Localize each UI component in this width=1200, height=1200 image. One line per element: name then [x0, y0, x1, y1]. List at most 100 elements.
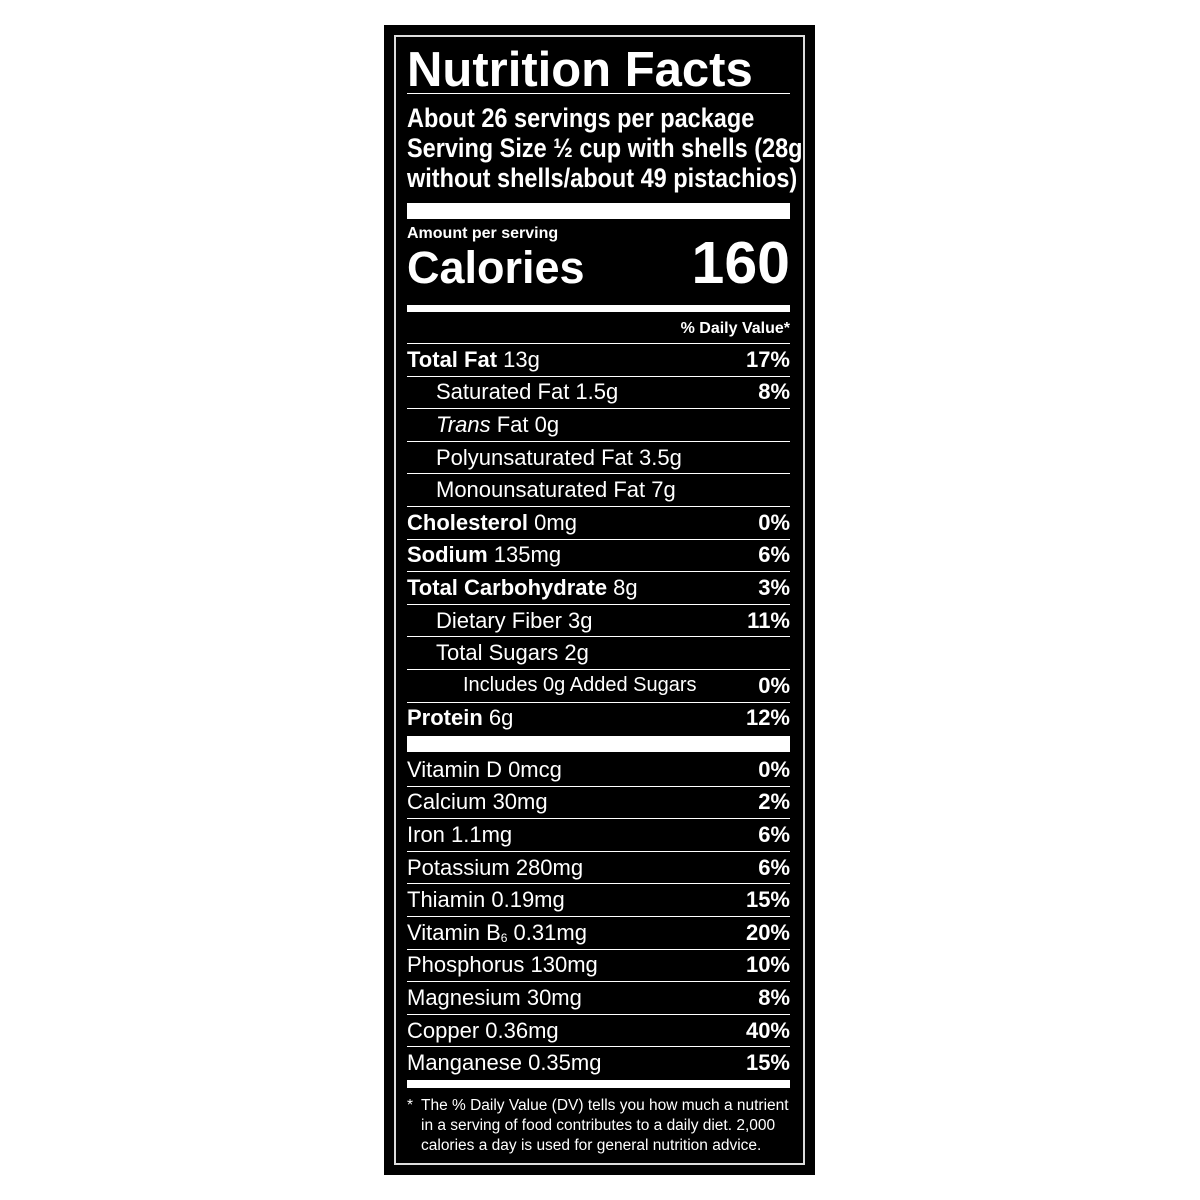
daily-value: 3% — [758, 574, 790, 600]
vitamin-name: Calcium 30mg — [407, 789, 548, 815]
nutrient-label: Total Carbohydrate 8g — [407, 575, 638, 601]
vitamin-row: Calcium 30mg 2% — [407, 785, 790, 819]
nutrient-label: Trans Fat 0g — [407, 412, 559, 438]
thick-divider — [407, 203, 790, 219]
daily-value: 20% — [745, 919, 790, 945]
medium-divider — [407, 305, 790, 312]
nutrient-amount: Total Sugars 2g — [436, 640, 589, 666]
nutrient-row: Total Carbohydrate 8g 3% — [407, 571, 790, 604]
nutrient-amount: 8g — [607, 574, 638, 600]
vitamin-label: Calcium 30mg — [407, 789, 548, 815]
daily-value: 0% — [758, 756, 790, 782]
nutrient-label: Monounsaturated Fat 7g — [407, 477, 676, 503]
amount-per-serving: Amount per serving — [407, 225, 559, 242]
daily-value: 0% — [758, 509, 790, 535]
daily-value: 0% — [758, 672, 790, 698]
nutrient-amount: Dietary Fiber 3g — [436, 607, 593, 633]
vitamin-label: Manganese 0.35mg — [407, 1050, 601, 1076]
vitamin-row: Vitamin D 0mcg 0% — [407, 754, 790, 786]
daily-value: 40% — [745, 1017, 790, 1043]
vitamin-amount: 0.31mg — [507, 919, 587, 945]
nutrient-row: Total Sugars 2g — [407, 636, 790, 669]
vitamin-name: Copper 0.36mg — [407, 1017, 559, 1043]
nutrient-name: Protein — [407, 705, 483, 731]
vitamin-name: Iron 1.1mg — [407, 821, 513, 847]
nutrient-row: Monounsaturated Fat 7g — [407, 473, 790, 506]
daily-value: 10% — [745, 952, 790, 978]
nutrient-label: Total Fat 13g — [407, 347, 540, 373]
vitamin-row: Vitamin B6 0.31mg 20% — [407, 915, 790, 949]
nutrient-amount: 6g — [482, 705, 514, 731]
nutrient-row: Polyunsaturated Fat 3.5g — [407, 440, 790, 474]
nutrient-row: Total Fat 13g 17% — [407, 343, 790, 376]
vitamin-row: Copper 0.36mg 40% — [407, 1013, 790, 1047]
nutrient-label: Includes 0g Added Sugars — [407, 674, 697, 697]
vitamin-row: Phosphorus 130mg 10% — [407, 948, 790, 982]
vitamin-row: Magnesium 30mg 8% — [407, 981, 790, 1014]
vitamin-name: Magnesium 30mg — [407, 984, 582, 1010]
nutrient-name: Sodium — [407, 542, 488, 568]
daily-value: 12% — [745, 705, 790, 731]
vitamin-name: Vitamin B — [407, 919, 501, 945]
vitamin-name: Manganese 0.35mg — [407, 1050, 602, 1076]
nutrient-row: Dietary Fiber 3g 11% — [407, 603, 790, 637]
nutrient-row: Sodium 135mg 6% — [407, 538, 790, 572]
footnote-text: The % Daily Value (DV) tells you how muc… — [421, 1097, 789, 1154]
vitamin-label: Vitamin B6 0.31mg — [407, 920, 587, 946]
medium-divider — [407, 1080, 790, 1088]
nutrient-name: Total Carbohydrate — [407, 574, 608, 600]
daily-value: 2% — [758, 789, 790, 815]
label-border — [394, 35, 805, 1165]
calories-value: 160 — [691, 230, 790, 296]
nutrient-row: Saturated Fat 1.5g 8% — [407, 375, 790, 409]
footnote-marker: * — [407, 1097, 414, 1114]
vitamin-row: Thiamin 0.19mg 15% — [407, 883, 790, 916]
calories-label: Calories — [407, 242, 585, 293]
thick-divider — [407, 736, 790, 752]
nutrient-amount: 135mg — [487, 542, 562, 568]
nutrient-name-italic: Trans — [436, 411, 491, 437]
daily-value: 17% — [745, 346, 790, 372]
nutrient-amount: Polyunsaturated Fat 3.5g — [436, 444, 682, 470]
nutrient-row: Cholesterol 0mg 0% — [407, 505, 790, 539]
vitamin-subscript: 6 — [500, 930, 508, 945]
vitamin-label: Phosphorus 130mg — [407, 952, 598, 978]
vitamin-name: Potassium 280mg — [407, 854, 584, 880]
nutrient-amount: Monounsaturated Fat 7g — [436, 477, 676, 503]
vitamin-name: Thiamin 0.19mg — [407, 887, 565, 913]
nutrient-row: Includes 0g Added Sugars 0% — [407, 668, 790, 702]
vitamin-label: Iron 1.1mg — [407, 822, 512, 848]
nutrient-amount: Saturated Fat 1.5g — [436, 379, 619, 405]
daily-value: 15% — [745, 1050, 790, 1076]
serving-size-cont: without shells/about 49 pistachios) — [407, 163, 798, 193]
nutrient-name: Cholesterol — [407, 509, 529, 535]
nutrient-label: Sodium 135mg — [407, 542, 561, 568]
nutrient-label: Total Sugars 2g — [407, 640, 589, 666]
serving-size: Serving Size ½ cup with shells (28g — [407, 133, 803, 163]
daily-value: 8% — [758, 984, 790, 1010]
nutrient-list: Total Fat 13g 17% Saturated Fat 1.5g 8% Tran… — [407, 343, 790, 734]
vitamin-label: Vitamin D 0mcg — [407, 757, 562, 783]
vitamin-row: Potassium 280mg 6% — [407, 850, 790, 884]
vitamin-label: Magnesium 30mg — [407, 985, 582, 1011]
nutrient-label: Dietary Fiber 3g — [407, 608, 593, 634]
label-title: Nutrition Facts — [407, 43, 753, 97]
vitamin-name: Phosphorus 130mg — [407, 952, 598, 978]
nutrient-amount: 13g — [497, 346, 540, 372]
daily-value: 6% — [758, 542, 790, 568]
footnote: * The % Daily Value (DV) tells you how m… — [407, 1096, 790, 1156]
daily-value-header: % Daily Value* — [680, 320, 790, 337]
vitamin-row: Manganese 0.35mg 15% — [407, 1046, 790, 1079]
daily-value: 11% — [747, 607, 790, 633]
nutrient-name: Total Fat — [407, 346, 498, 372]
daily-value: 8% — [758, 379, 790, 405]
vitamin-list: Vitamin D 0mcg 0% Calcium 30mg 2% Iron 1.1mg… — [407, 754, 790, 1079]
nutrient-amount: Fat 0g — [490, 411, 560, 437]
nutrient-amount: 0mg — [528, 509, 577, 535]
vitamin-name: Vitamin D 0mcg — [407, 756, 562, 782]
nutrient-label: Polyunsaturated Fat 3.5g — [407, 445, 682, 471]
nutrient-row: Trans Fat 0g — [407, 408, 790, 441]
nutrient-label: Saturated Fat 1.5g — [407, 379, 618, 405]
vitamin-row: Iron 1.1mg 6% — [407, 818, 790, 851]
vitamin-label: Copper 0.36mg — [407, 1018, 559, 1044]
